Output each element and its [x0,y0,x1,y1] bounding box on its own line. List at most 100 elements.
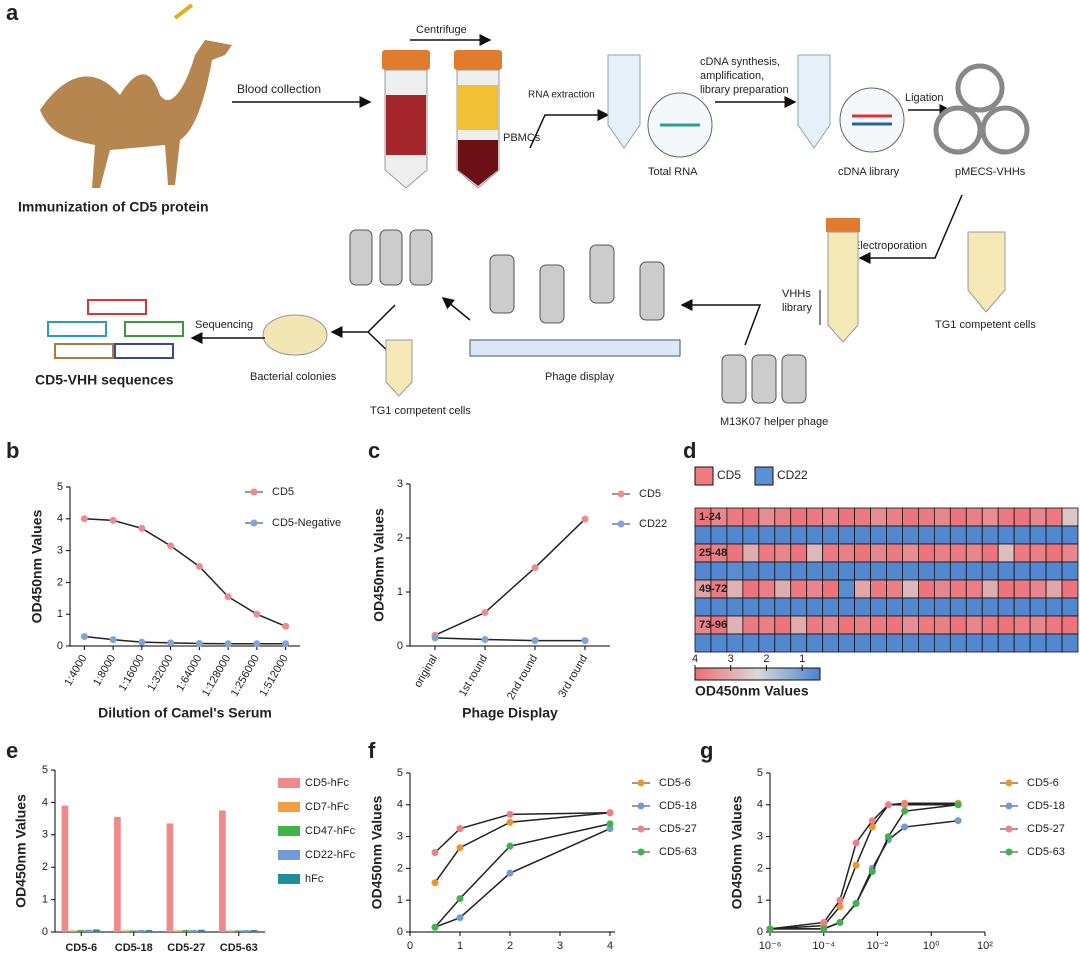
heat-cell [886,579,903,599]
point [431,923,439,931]
colorbar-label: OD450nm Values [695,683,809,699]
phage [379,229,403,286]
bar [114,816,121,932]
y-tick-label: 1 [397,894,403,906]
colorbar-tick-label: 1 [799,653,805,665]
label: Centrifuge [416,24,467,36]
heat-cell [949,597,967,617]
heat-cell [870,615,887,635]
point [431,849,439,856]
label: library [782,302,812,314]
point [481,636,489,644]
phage [721,354,747,404]
tube [797,54,831,149]
heat-cell [933,543,951,563]
point [901,823,909,831]
heat-cell [902,561,919,581]
point [606,809,614,817]
point [884,801,892,809]
colorbar [694,667,821,681]
heat-cell [694,561,712,581]
bar [190,930,197,932]
heat-cell [949,579,967,599]
row-label: 73-96 [699,619,727,631]
dna [54,343,114,359]
heat-cell [918,543,935,563]
legend-marker [1005,779,1013,787]
point [884,833,892,841]
x-tick-label: 1:512000 [257,653,290,699]
point [456,914,464,922]
point [506,842,514,850]
heat-cell [726,579,744,599]
heat-cell [1045,561,1063,581]
heat-cell [949,561,967,581]
heat-cell [870,543,887,563]
bar [182,930,190,932]
tube [385,339,413,397]
heat-cell [1061,633,1079,653]
y-tick-label: 4 [42,796,48,808]
point [224,640,232,648]
plasmid [933,105,983,155]
x-tick-label: CD5-18 [115,942,153,954]
heat-cell [806,543,824,563]
series-line [434,827,611,928]
heat-cell [997,525,1015,545]
panel-letter: a [6,0,19,25]
heat-cell [981,597,999,617]
heat-cell [1045,615,1063,635]
arrow [858,194,963,264]
label: PBMCs [503,132,541,144]
label: VHHs [782,288,811,300]
heat-cell [822,579,840,599]
tube [827,231,859,343]
heat-cell [758,525,776,545]
heat-cell [806,597,824,617]
legend-label: CD5 [717,468,741,482]
point [456,895,464,903]
heat-cell [790,525,808,545]
heat-cell [742,597,760,617]
x-tick-label: 1 [457,940,463,952]
heat-cell [838,597,855,617]
point [167,542,175,550]
y-tick-label: 5 [397,767,403,779]
panel-letter: f [368,738,376,763]
heat-cell [902,633,919,653]
series-line [434,518,586,636]
y-tick-label: 4 [757,799,763,811]
heat-cell [758,543,776,563]
heat-cell [806,525,824,545]
heat-cell [758,633,776,653]
heat-cell [933,597,951,617]
heat-cell [902,615,919,635]
x-tick-label: original [412,653,440,690]
y-tick-label: 2 [757,862,763,874]
y-tick-label: 3 [757,831,763,843]
heat-cell [758,561,776,581]
phage [349,229,373,286]
phage [781,354,807,404]
heat-cell [726,507,744,527]
heat-cell [774,579,792,599]
bar [198,929,205,932]
legend-label: CD5-hFc [305,777,350,789]
point [852,861,860,869]
panel-letter: b [6,438,19,463]
heat-cell [726,525,744,545]
y-tick-label: 1 [57,608,63,620]
point [253,640,261,648]
legend-marker [1005,848,1013,856]
x-tick-label: 1:8000 [91,653,118,688]
bar [145,930,153,932]
legend-marker [617,490,625,498]
zoom-circle [839,87,905,153]
heat-cell [918,507,935,527]
x-tick-label: 3rd round [556,653,590,700]
bar [61,805,69,932]
heat-cell [854,597,871,617]
heat-cell [949,507,967,527]
legend-swatch [278,874,300,884]
heat-cell [902,543,919,563]
